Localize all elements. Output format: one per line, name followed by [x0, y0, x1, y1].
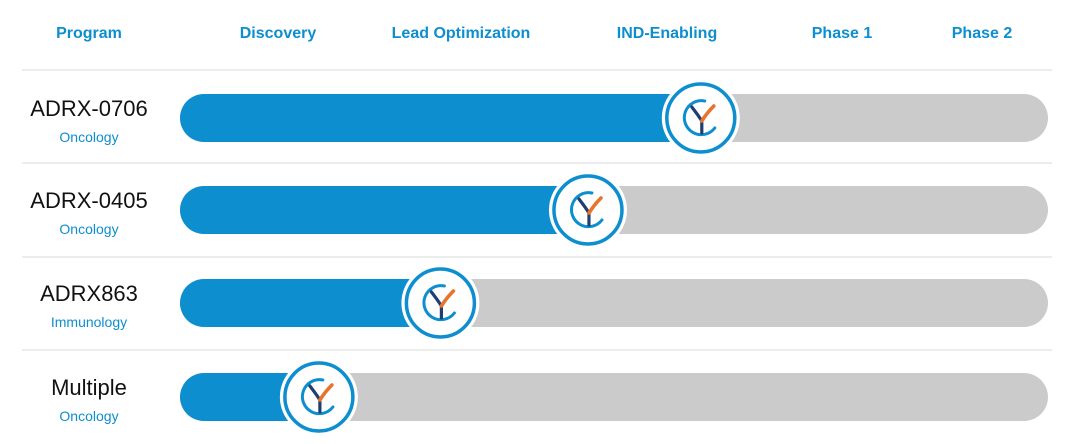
company-logo-icon	[661, 79, 740, 157]
marker-arc	[682, 99, 717, 137]
program-rows: ADRX-0706 Oncology ADRX-0405 Oncology ADRX86…	[22, 69, 1052, 436]
progress-bar	[180, 279, 441, 327]
progress-track	[180, 373, 1048, 421]
stage-label-discovery: Discovery	[240, 25, 317, 42]
program-name: ADRX-0706	[30, 96, 147, 121]
company-logo-icon	[548, 171, 627, 249]
program-name: ADRX-0405	[30, 188, 147, 213]
program-row-adrx863: ADRX863 Immunology	[40, 264, 1048, 342]
program-area: Immunology	[51, 314, 127, 330]
company-logo-icon	[279, 358, 358, 436]
company-logo-icon	[401, 264, 480, 342]
marker-ring	[404, 267, 477, 339]
program-name: ADRX863	[40, 281, 138, 306]
marker-arc	[569, 191, 604, 229]
marker-arc	[300, 378, 335, 416]
marker-ring	[552, 174, 624, 246]
marker-ring	[283, 361, 355, 433]
stage-label-phase-1: Phase 1	[812, 25, 873, 42]
stage-label-ind-enabling: IND-Enabling	[617, 25, 717, 42]
marker-branch	[439, 289, 456, 308]
marker-arc	[422, 284, 456, 322]
progress-bar	[180, 186, 588, 234]
progress-bar	[180, 94, 701, 142]
program-area: Oncology	[59, 221, 118, 237]
program-area: Oncology	[59, 129, 118, 145]
program-name: Multiple	[51, 375, 127, 400]
header-row: Program Discovery Lead Optimization IND-Ena…	[56, 25, 1012, 42]
program-row-adrx-0706: ADRX-0706 Oncology	[30, 79, 1048, 157]
stage-label-lead-optimization: Lead Optimization	[392, 25, 531, 42]
stage-label-phase-2: Phase 2	[952, 25, 1013, 42]
program-area: Oncology	[59, 408, 118, 424]
program-row-multiple: Multiple Oncology	[51, 358, 1048, 436]
marker-branch	[699, 104, 716, 123]
header-program-label: Program	[56, 25, 122, 42]
marker-branch	[587, 196, 603, 215]
program-row-adrx-0405: ADRX-0405 Oncology	[30, 171, 1048, 249]
marker-ring	[665, 82, 737, 154]
marker-branch	[318, 383, 334, 402]
